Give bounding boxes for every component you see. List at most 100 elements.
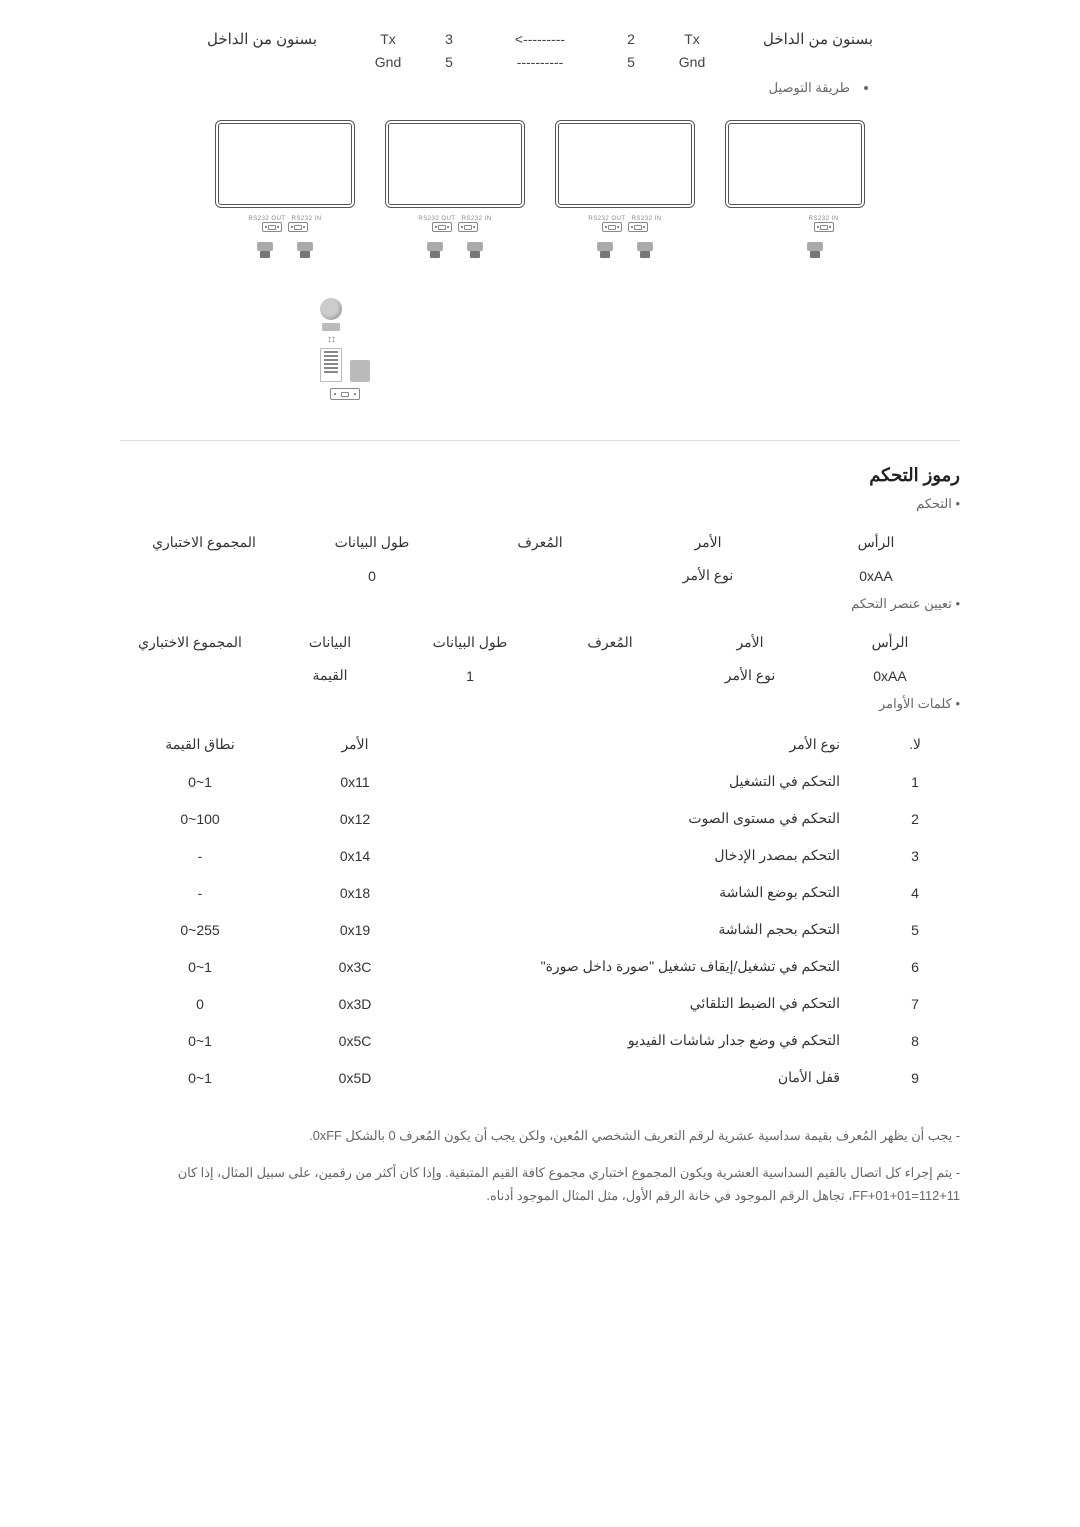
cmd-range: 255~0	[120, 911, 280, 948]
tx-line: --------->	[480, 31, 600, 47]
cmd-type: التحكم في تشغيل/إيقاف تشغيل "صورة داخل ص…	[430, 948, 870, 985]
table-row: 1التحكم في التشغيل0x111~0	[120, 763, 960, 800]
cmd-range: 1~0	[120, 763, 280, 800]
connection-method-bullet: طريقة التوصيل	[120, 80, 868, 96]
cmd-head-range: نطاق القيمة	[120, 726, 280, 763]
cmd-head-cmd: الأمر	[280, 726, 430, 763]
h1-val-head: 0xAA	[792, 559, 960, 592]
monitor-3: RS232 INRS232 OUT	[555, 120, 695, 258]
monitor-1: RS232 INRS232 OUT	[215, 120, 355, 258]
daisy-chain-figure: RS232 IN RS232 OUT	[120, 120, 960, 400]
pc-illustration: ↕↕	[215, 298, 475, 400]
footnote-1: - يجب أن يظهر المُعرف بقيمة سداسية عشرية…	[120, 1124, 960, 1147]
cmd-type: التحكم في الضبط التلقائي	[430, 985, 870, 1022]
cmd-type: قفل الأمان	[430, 1059, 870, 1096]
h2-val-cmd: نوع الأمر	[680, 659, 820, 692]
tx-r: Tx	[662, 31, 722, 47]
cmd-no: 8	[870, 1022, 960, 1059]
table-row: 9قفل الأمان0x5D1~0	[120, 1059, 960, 1096]
footnotes: - يجب أن يظهر المُعرف بقيمة سداسية عشرية…	[120, 1124, 960, 1207]
cmd-hex: 0x3D	[280, 985, 430, 1022]
h2-val-id	[540, 659, 680, 692]
h2-col-cmd: الأمر	[680, 626, 820, 659]
cmd-head-no: لا.	[870, 726, 960, 763]
cmd-no: 3	[870, 837, 960, 874]
table-row: 6التحكم في تشغيل/إيقاف تشغيل "صورة داخل …	[120, 948, 960, 985]
rs-right-label: بسنون من الداخل	[728, 30, 908, 48]
h2-val-len: 1	[400, 659, 540, 692]
h1-val-len: 0	[288, 559, 456, 592]
h1-val-chk	[120, 559, 288, 592]
commands-table: لا. نوع الأمر الأمر نطاق القيمة 1التحكم …	[120, 726, 960, 1096]
assign-bullet: تعيين عنصر التحكم	[120, 596, 960, 612]
tx-r-pin: 2	[606, 31, 656, 47]
h1-val-id	[456, 559, 624, 592]
h2-col-id: المُعرف	[540, 626, 680, 659]
gnd-r-pin: 5	[606, 54, 656, 70]
gnd-l-pin: 5	[424, 54, 474, 70]
gnd-line: ----------	[480, 54, 600, 70]
gnd-r: Gnd	[662, 54, 722, 70]
h2-col-len: طول البيانات	[400, 626, 540, 659]
cmd-range: -	[120, 874, 280, 911]
h1-val-cmd: نوع الأمر	[624, 559, 792, 592]
cmd-no: 2	[870, 800, 960, 837]
footnote-2: - يتم إجراء كل اتصال بالقيم السداسية الع…	[120, 1161, 960, 1207]
cmd-hex: 0x11	[280, 763, 430, 800]
tx-l-pin: 3	[424, 31, 474, 47]
cmd-hex: 0x5C	[280, 1022, 430, 1059]
cmd-type: التحكم في التشغيل	[430, 763, 870, 800]
cmd-range: -	[120, 837, 280, 874]
cmd-range: 1~0	[120, 948, 280, 985]
cmd-no: 4	[870, 874, 960, 911]
table-row: 3التحكم بمصدر الإدخال0x14-	[120, 837, 960, 874]
cmd-range: 1~0	[120, 1022, 280, 1059]
section-title: رموز التحكم	[120, 465, 960, 486]
monitor-2: RS232 INRS232 OUT	[385, 120, 525, 258]
h2-col-head: الرأس	[820, 626, 960, 659]
cmd-no: 6	[870, 948, 960, 985]
table-row: 2التحكم في مستوى الصوت0x12100~0	[120, 800, 960, 837]
table-row: 5التحكم بحجم الشاشة0x19255~0	[120, 911, 960, 948]
cmd-hex: 0x18	[280, 874, 430, 911]
table-row: 8التحكم في وضع جدار شاشات الفيديو0x5C1~0	[120, 1022, 960, 1059]
cmd-type: التحكم في مستوى الصوت	[430, 800, 870, 837]
command-words-bullet: كلمات الأوامر	[120, 696, 960, 712]
cmd-no: 1	[870, 763, 960, 800]
gnd-l: Gnd	[358, 54, 418, 70]
h2-val-data: القيمة	[260, 659, 400, 692]
section-divider	[120, 440, 960, 441]
cmd-hex: 0x12	[280, 800, 430, 837]
h1-col-id: المُعرف	[456, 526, 624, 559]
cmd-hex: 0x19	[280, 911, 430, 948]
connection-method-text: طريقة التوصيل	[120, 80, 868, 96]
pin-wiring-table: بسنون من الداخل Tx 2 ---------> 3 Tx بسن…	[120, 30, 960, 70]
cmd-hex: 0x3C	[280, 948, 430, 985]
monitor-4: RS232 IN RS232 OUT	[725, 120, 865, 258]
cmd-hex: 0x14	[280, 837, 430, 874]
cmd-head-type: نوع الأمر	[430, 726, 870, 763]
h2-col-checksum: المجموع الاختباري	[120, 626, 260, 659]
cmd-no: 9	[870, 1059, 960, 1096]
table-row: 4التحكم بوضع الشاشة0x18-	[120, 874, 960, 911]
h1-col-head: الرأس	[792, 526, 960, 559]
cmd-type: التحكم بمصدر الإدخال	[430, 837, 870, 874]
cmd-range: 100~0	[120, 800, 280, 837]
cmd-no: 5	[870, 911, 960, 948]
h2-col-data: البيانات	[260, 626, 400, 659]
cmd-range: 0	[120, 985, 280, 1022]
assign-header-table: الرأس الأمر المُعرف طول البيانات البيانا…	[120, 626, 960, 692]
rs-left-label: بسنون من الداخل	[172, 30, 352, 48]
h1-col-len: طول البيانات	[288, 526, 456, 559]
cmd-hex: 0x5D	[280, 1059, 430, 1096]
h1-col-cmd: الأمر	[624, 526, 792, 559]
cmd-type: التحكم بوضع الشاشة	[430, 874, 870, 911]
cmd-type: التحكم بحجم الشاشة	[430, 911, 870, 948]
cmd-range: 1~0	[120, 1059, 280, 1096]
cmd-type: التحكم في وضع جدار شاشات الفيديو	[430, 1022, 870, 1059]
h2-val-head: 0xAA	[820, 659, 960, 692]
h2-val-chk	[120, 659, 260, 692]
control-bullet: التحكم	[120, 496, 960, 512]
control-header-table: الرأس الأمر المُعرف طول البيانات المجموع…	[120, 526, 960, 592]
h1-col-checksum: المجموع الاختباري	[120, 526, 288, 559]
